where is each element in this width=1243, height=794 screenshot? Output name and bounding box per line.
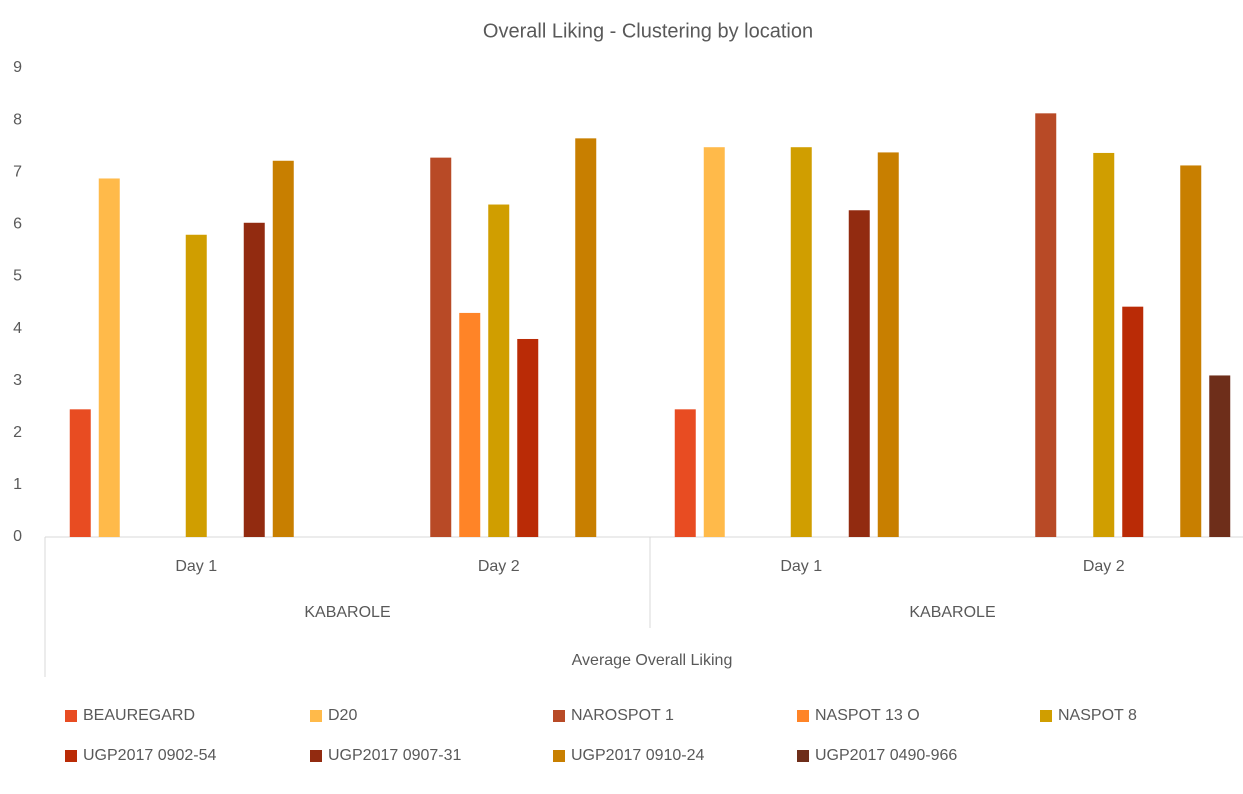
bar	[1180, 165, 1202, 537]
legend-label: UGP2017 0490-966	[815, 747, 957, 764]
legend-label: UGP2017 0902-54	[83, 747, 217, 764]
y-tick-label: 6	[13, 216, 22, 233]
bar	[243, 222, 265, 537]
y-tick-label: 8	[13, 111, 22, 128]
legend-label: UGP2017 0910-24	[571, 747, 705, 764]
bar	[430, 157, 452, 537]
bar	[1093, 152, 1115, 538]
x-tick-label: Day 1	[780, 558, 822, 575]
y-tick-label: 3	[13, 372, 22, 389]
legend-swatch	[65, 750, 77, 762]
legend-swatch	[797, 710, 809, 722]
bar	[459, 312, 481, 537]
bar	[848, 210, 870, 537]
group-label: KABAROLE	[304, 604, 390, 621]
bar	[877, 152, 899, 538]
legend-label: NASPOT 8	[1058, 707, 1137, 724]
bar	[1035, 113, 1057, 537]
legend-swatch	[310, 750, 322, 762]
legend-label: BEAUREGARD	[83, 707, 195, 724]
legend-swatch	[553, 710, 565, 722]
y-tick-label: 2	[13, 424, 22, 441]
bar	[517, 338, 539, 537]
legend-label: D20	[328, 707, 357, 724]
x-tick-label: Day 2	[1083, 558, 1125, 575]
chart-title: Overall Liking - Clustering by location	[483, 20, 813, 42]
y-tick-label: 0	[13, 528, 22, 545]
bar	[703, 147, 725, 537]
y-tick-label: 1	[13, 476, 22, 493]
super-label: Average Overall Liking	[572, 652, 733, 669]
legend-swatch	[553, 750, 565, 762]
legend-label: NASPOT 13 O	[815, 707, 920, 724]
x-tick-label: Day 1	[175, 558, 217, 575]
y-tick-label: 4	[13, 320, 22, 337]
legend-swatch	[310, 710, 322, 722]
bar	[790, 147, 812, 537]
x-tick-label: Day 2	[478, 558, 520, 575]
legend-swatch	[65, 710, 77, 722]
bar	[575, 138, 597, 537]
legend-swatch	[1040, 710, 1052, 722]
bar	[69, 409, 91, 537]
legend-label: UGP2017 0907-31	[328, 747, 462, 764]
legend-swatch	[797, 750, 809, 762]
bar	[1209, 375, 1231, 537]
bar	[674, 409, 696, 537]
bar	[488, 204, 510, 537]
group-label: KABAROLE	[909, 604, 995, 621]
y-tick-label: 7	[13, 163, 22, 180]
y-tick-label: 5	[13, 268, 22, 285]
bar	[98, 178, 120, 537]
bar	[185, 234, 207, 537]
y-tick-label: 9	[13, 59, 22, 76]
bar	[272, 160, 294, 537]
bar	[1122, 306, 1144, 537]
legend-label: NAROSPOT 1	[571, 707, 674, 724]
